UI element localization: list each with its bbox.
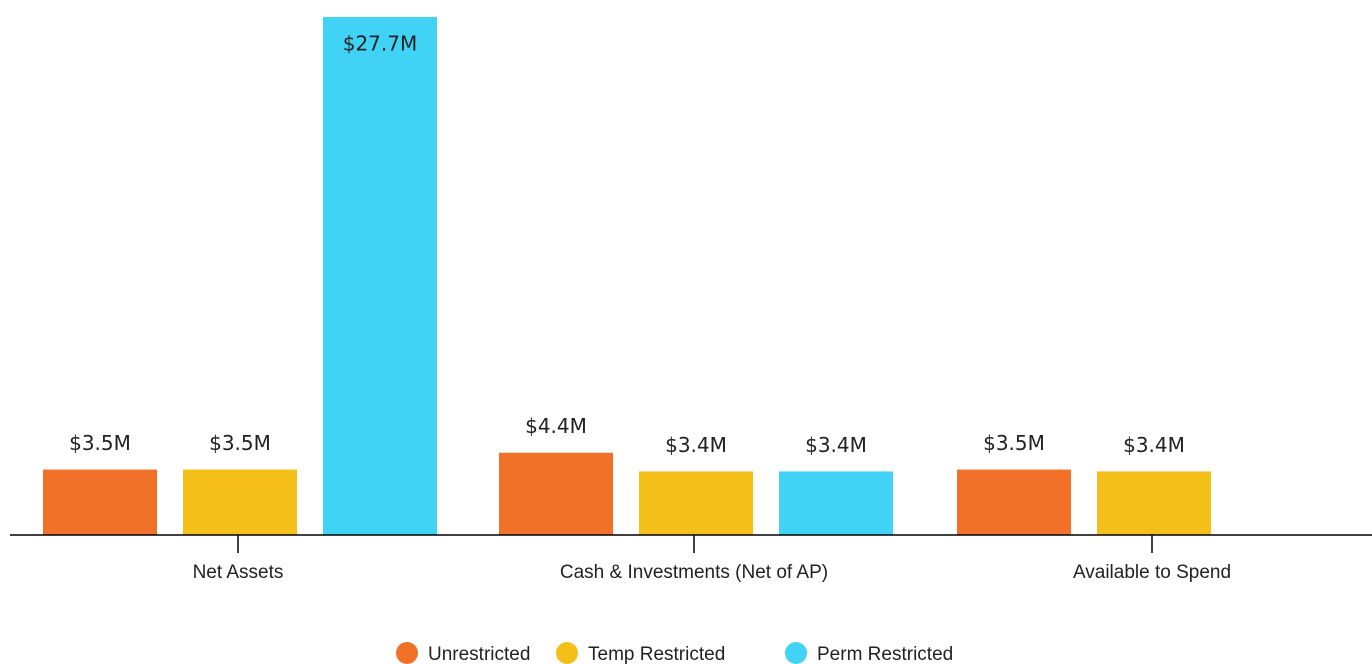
bar (323, 17, 437, 535)
bar (957, 469, 1071, 535)
bar (43, 469, 157, 535)
x-tick-label: Cash & Investments (Net of AP) (560, 562, 828, 583)
value-label: $3.4M (1123, 433, 1185, 457)
value-label: $3.4M (665, 433, 727, 457)
legend-swatch (785, 642, 807, 664)
legend-swatch (396, 642, 418, 664)
legend-label: Temp Restricted (588, 644, 725, 664)
x-tick-label: Available to Spend (1073, 562, 1231, 583)
value-label: $3.5M (69, 431, 131, 455)
value-label: $3.4M (805, 433, 867, 457)
bar (779, 471, 893, 535)
value-label: $27.7M (343, 32, 418, 56)
value-label: $3.5M (983, 431, 1045, 455)
value-label: $4.4M (525, 414, 587, 438)
legend-swatch (556, 642, 578, 664)
legend-label: Unrestricted (428, 644, 530, 664)
bar (1097, 471, 1211, 535)
value-label: $3.5M (209, 431, 271, 455)
legend-label: Perm Restricted (817, 644, 953, 664)
bar (183, 469, 297, 535)
x-tick-label: Net Assets (193, 562, 284, 583)
bar (639, 471, 753, 535)
bar (499, 452, 613, 535)
